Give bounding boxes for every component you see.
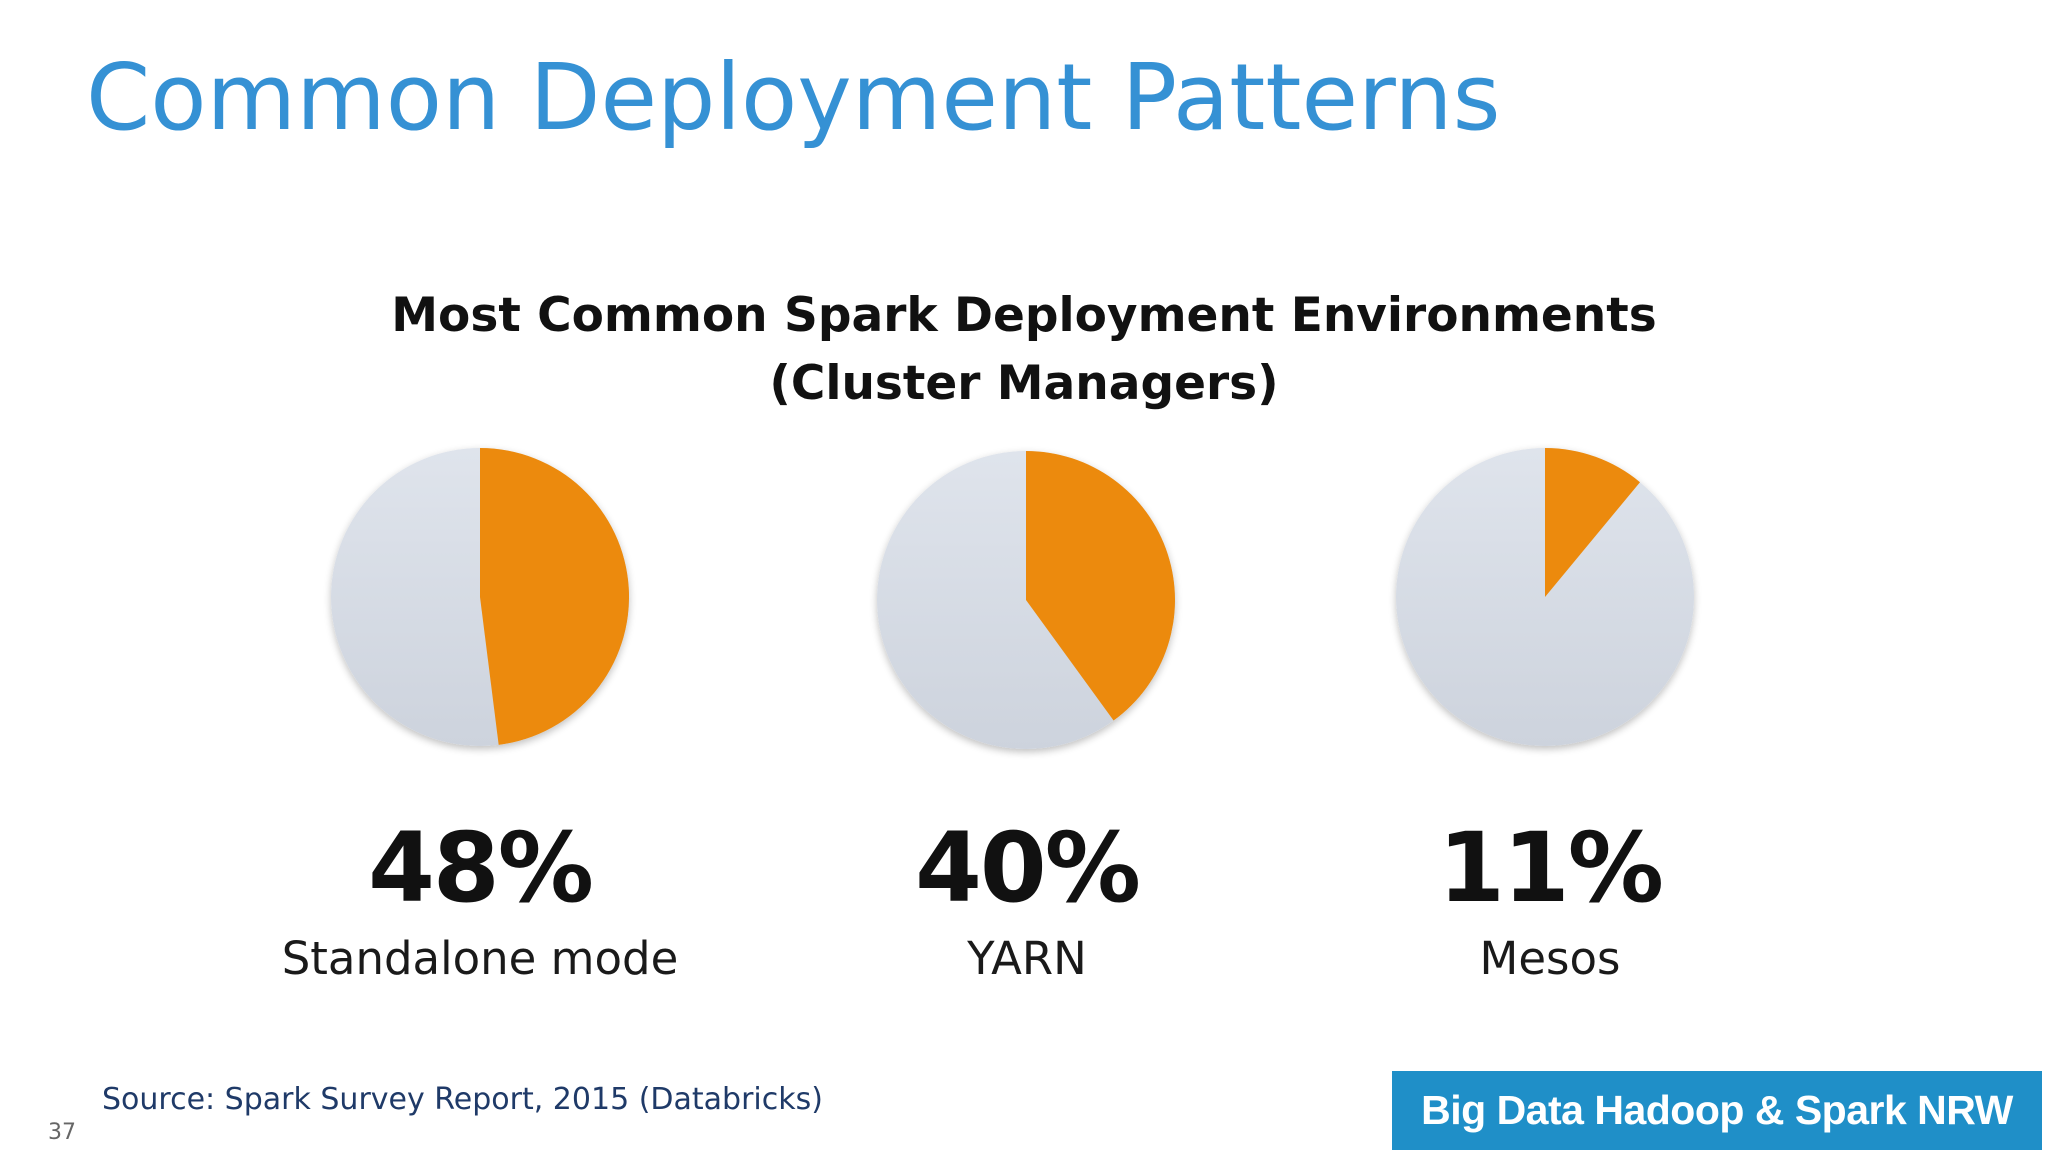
slide-title: Common Deployment Patterns [86, 44, 1501, 151]
pie-category-label-yarn: YARN [967, 932, 1087, 985]
chart-title-line-2: (Cluster Managers) [769, 356, 1279, 411]
source-citation: Source: Spark Survey Report, 2015 (Datab… [102, 1082, 823, 1117]
pie-mesos [1396, 448, 1694, 746]
pie-yarn [877, 451, 1175, 749]
pie-standalone [331, 448, 630, 746]
chart-title-line-1: Most Common Spark Deployment Environment… [391, 288, 1657, 343]
brand-text: Big Data Hadoop & Spark NRW [1421, 1087, 2013, 1133]
page-number: 37 [48, 1120, 76, 1145]
pie-slice-highlight [1545, 448, 1640, 597]
pie-slice-highlight [1026, 451, 1175, 721]
pie-value-label-standalone: 48% [368, 812, 594, 924]
pie-value-label-yarn: 40% [915, 812, 1141, 924]
pie-category-label-mesos: Mesos [1479, 932, 1621, 985]
brand-banner: Big Data Hadoop & Spark NRW [1392, 1071, 2042, 1150]
chart-title: Most Common Spark Deployment Environment… [0, 282, 2048, 418]
pie-value-label-mesos: 11% [1438, 812, 1664, 924]
pie-category-label-standalone: Standalone mode [281, 932, 679, 985]
pie-slice-highlight [480, 448, 630, 745]
